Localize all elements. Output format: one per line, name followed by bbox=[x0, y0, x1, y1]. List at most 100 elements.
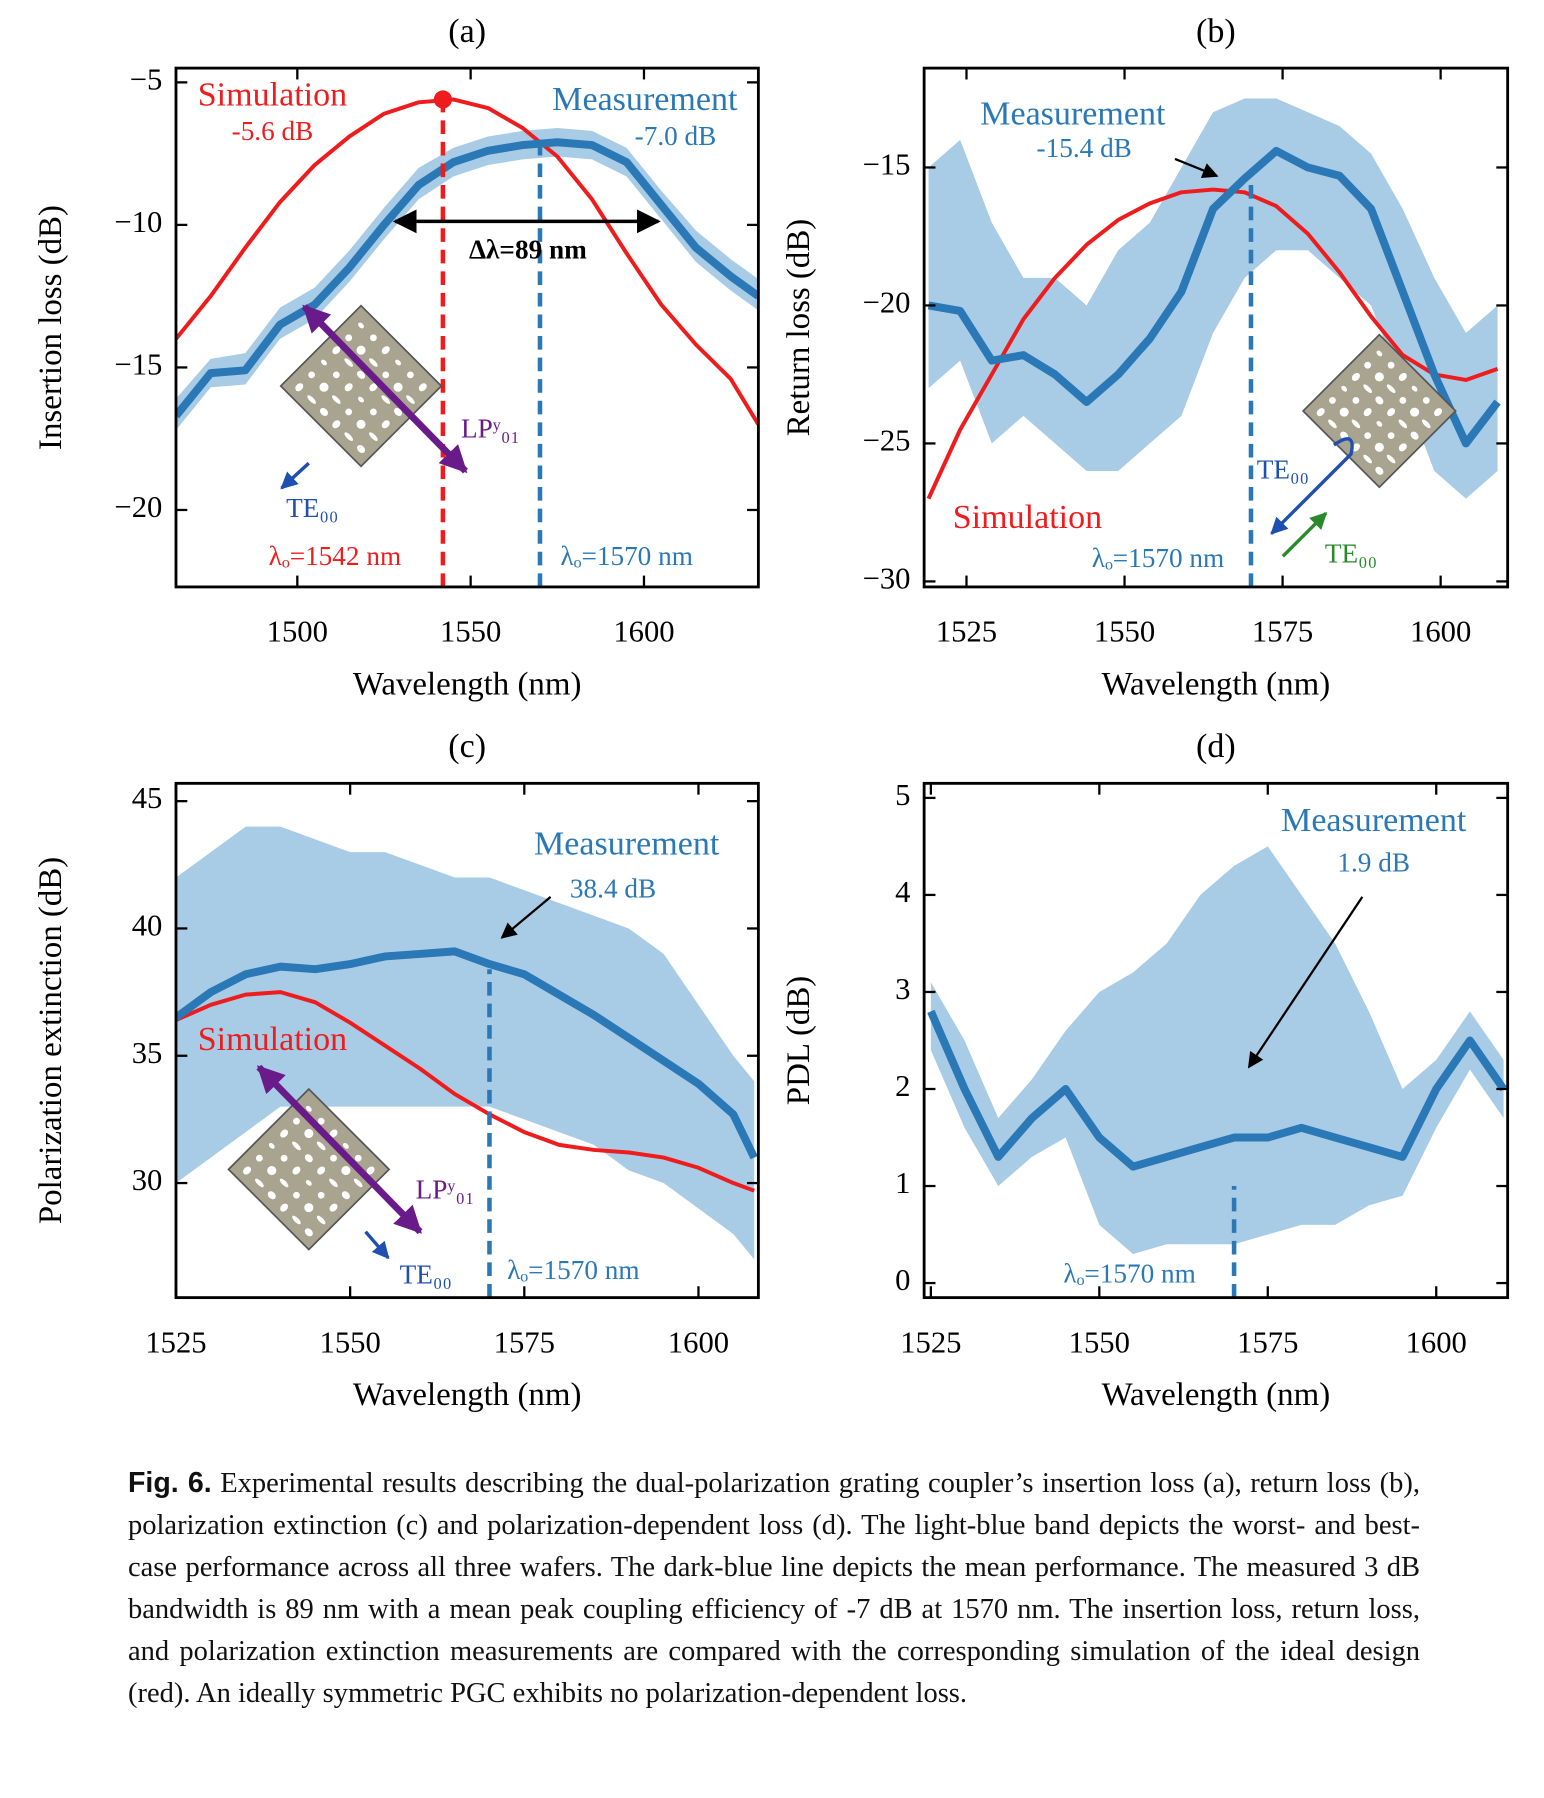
series-line bbox=[927, 146, 1501, 448]
device-hole bbox=[1422, 397, 1430, 404]
marker-label: λₒ=1570 nm bbox=[507, 1255, 640, 1285]
device-hole bbox=[1386, 384, 1396, 393]
x-tick-label: 1600 bbox=[668, 1325, 729, 1359]
y-tick-label: −25 bbox=[863, 423, 911, 457]
device-hole bbox=[1375, 466, 1384, 475]
series-name: Measurement bbox=[980, 96, 1166, 133]
y-tick-label: 0 bbox=[895, 1263, 910, 1297]
y-tick-label: 5 bbox=[895, 778, 910, 812]
y-tick-label: 30 bbox=[132, 1163, 163, 1197]
marker-label: λₒ=1542 nm bbox=[269, 541, 402, 571]
annotation: -5.6 dB bbox=[232, 116, 314, 146]
series-name: Simulation bbox=[953, 499, 1102, 536]
annotation: 38.4 dB bbox=[570, 873, 656, 903]
annotation: LPʸ₀₁ bbox=[461, 414, 520, 444]
device-hole bbox=[1387, 361, 1395, 369]
annotation: -7.0 dB bbox=[635, 121, 717, 151]
device-hole bbox=[295, 383, 304, 392]
x-tick-label: 1575 bbox=[1237, 1325, 1298, 1359]
device-hole bbox=[1374, 442, 1384, 452]
arrow bbox=[1270, 437, 1354, 535]
frame bbox=[922, 781, 1510, 1300]
x-axis-label: Wavelength (nm) bbox=[353, 666, 582, 702]
y-tick-label: −5 bbox=[130, 62, 163, 96]
device-hole bbox=[1410, 407, 1420, 417]
x-tick-label: 1525 bbox=[145, 1325, 206, 1359]
device-hole bbox=[1410, 431, 1419, 440]
series-line bbox=[926, 187, 1499, 500]
band bbox=[175, 127, 759, 431]
arrow bbox=[256, 1064, 423, 1235]
device-hole bbox=[1411, 385, 1418, 392]
x-tick-label: 1525 bbox=[900, 1325, 961, 1359]
band bbox=[930, 846, 1504, 1254]
annotation: LPʸ₀₁ bbox=[416, 1174, 475, 1204]
arrow bbox=[1247, 896, 1364, 1069]
device-hole bbox=[1399, 397, 1407, 404]
series-line bbox=[175, 990, 755, 1193]
marker-label: λₒ=1570 nm bbox=[1092, 543, 1225, 573]
caption-text: Experimental results describing the dual… bbox=[128, 1468, 1420, 1709]
y-tick-label: −15 bbox=[863, 147, 911, 181]
device-hole bbox=[1398, 419, 1408, 429]
y-axis-label: PDL (dB) bbox=[781, 976, 817, 1106]
band bbox=[928, 98, 1498, 499]
device-hole bbox=[1376, 420, 1383, 427]
device-hole bbox=[1386, 454, 1396, 464]
y-tick-label: −10 bbox=[114, 205, 162, 239]
x-tick-label: 1600 bbox=[1406, 1325, 1467, 1359]
peak-dot bbox=[433, 90, 452, 109]
frame bbox=[174, 781, 760, 1300]
series-name: Measurement bbox=[1281, 802, 1467, 839]
annotation: Δλ=89 nm bbox=[469, 234, 587, 264]
device-hole bbox=[243, 1166, 252, 1175]
series-name: Measurement bbox=[534, 826, 720, 863]
device-hole bbox=[1398, 443, 1407, 452]
x-axis-label: Wavelength (nm) bbox=[353, 1377, 582, 1413]
arrow bbox=[364, 1230, 390, 1260]
y-tick-label: −30 bbox=[863, 561, 911, 595]
y-tick-label: 35 bbox=[132, 1036, 163, 1070]
annotation: TE₀₀ bbox=[1257, 455, 1309, 485]
x-tick-label: 1575 bbox=[1252, 615, 1313, 649]
y-tick-label: −20 bbox=[114, 490, 162, 524]
annotation: 1.9 dB bbox=[1337, 847, 1410, 877]
y-tick-label: −20 bbox=[863, 285, 911, 319]
x-axis-label: Wavelength (nm) bbox=[1102, 666, 1331, 702]
device-hole bbox=[1387, 408, 1396, 417]
series-name: Measurement bbox=[552, 81, 738, 118]
x-tick-label: 1600 bbox=[613, 615, 674, 649]
plot-area bbox=[175, 97, 759, 431]
x-tick-label: 1550 bbox=[440, 615, 501, 649]
x-tick-label: 1525 bbox=[936, 615, 997, 649]
y-axis-label: Insertion loss (dB) bbox=[33, 205, 69, 450]
device-icon bbox=[279, 304, 443, 468]
device-hole bbox=[1316, 408, 1325, 417]
arrow bbox=[1281, 511, 1328, 558]
chart-title: (a) bbox=[448, 13, 486, 50]
device-hole bbox=[1376, 350, 1383, 357]
chart-title: (c) bbox=[448, 728, 486, 765]
device-hole bbox=[1339, 407, 1349, 417]
y-tick-label: 3 bbox=[895, 972, 910, 1006]
device-hole bbox=[1363, 454, 1372, 464]
y-tick-label: 45 bbox=[132, 781, 163, 815]
device-hole bbox=[1341, 385, 1348, 392]
x-tick-label: 1550 bbox=[1094, 615, 1155, 649]
series-line bbox=[175, 97, 759, 426]
y-tick-label: −15 bbox=[114, 347, 162, 381]
x-tick-label: 1550 bbox=[1069, 1325, 1130, 1359]
series-line bbox=[175, 947, 758, 1160]
series-line bbox=[175, 138, 759, 419]
device-hole bbox=[1328, 419, 1337, 429]
frame bbox=[922, 66, 1510, 589]
device-hole bbox=[1434, 408, 1443, 417]
series-name: Simulation bbox=[198, 76, 347, 113]
device-icon bbox=[1301, 333, 1457, 489]
annotation: -15.4 dB bbox=[1037, 133, 1132, 163]
device-hole bbox=[1387, 432, 1395, 440]
device-hole bbox=[1352, 397, 1360, 404]
chart-title: (b) bbox=[1196, 13, 1236, 50]
y-tick-label: 4 bbox=[895, 875, 910, 909]
series-line bbox=[927, 1009, 1507, 1171]
